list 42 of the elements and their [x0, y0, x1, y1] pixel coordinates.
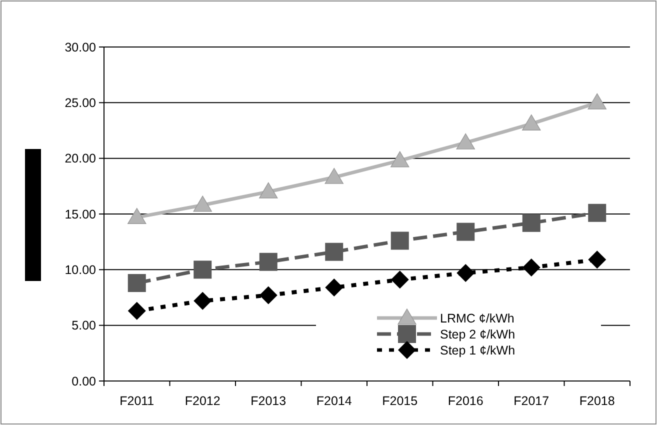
point: [259, 252, 278, 271]
point: [456, 264, 475, 282]
point: [259, 286, 278, 304]
y-tick-label: 5.00: [72, 318, 96, 333]
x-tick-label: F2014: [316, 394, 352, 408]
x-tick-label: F2013: [250, 394, 286, 408]
y-tick-label: 25.00: [64, 96, 96, 110]
point: [325, 278, 344, 296]
legend-label: Step 1 ¢/kWh: [440, 343, 516, 358]
x-tick-label: F2018: [579, 394, 615, 408]
point: [522, 258, 540, 276]
x-tick-label: F2016: [448, 394, 484, 408]
point: [456, 222, 475, 241]
legend-label: Step 2 ¢/kWh: [440, 327, 516, 342]
point: [588, 250, 606, 269]
point: [259, 182, 278, 198]
legend-label: LRMC ¢/kWh: [440, 311, 514, 326]
point: [128, 208, 146, 224]
y-tick-label: 10.00: [64, 263, 96, 278]
point: [194, 292, 212, 310]
point: [128, 302, 146, 320]
point: [128, 274, 146, 292]
x-tick-label: F2015: [382, 394, 418, 408]
point: [588, 93, 606, 110]
y-tick-label: 15.00: [64, 207, 96, 222]
point: [456, 133, 475, 150]
point: [588, 204, 606, 222]
point: [390, 151, 410, 168]
point: [390, 232, 409, 250]
y-tick-label: 20.00: [64, 152, 96, 166]
point: [194, 260, 212, 279]
point: [390, 270, 409, 289]
y-tick-label: 0.00: [72, 374, 96, 388]
y-tick-label: 30.00: [64, 40, 96, 54]
point: [325, 242, 344, 261]
point: [522, 214, 540, 232]
point: [193, 196, 212, 212]
x-tick-label: F2011: [120, 394, 154, 408]
point: [522, 114, 541, 130]
x-tick-label: F2012: [184, 394, 220, 408]
x-tick-label: F2017: [514, 394, 550, 408]
point: [324, 168, 344, 184]
